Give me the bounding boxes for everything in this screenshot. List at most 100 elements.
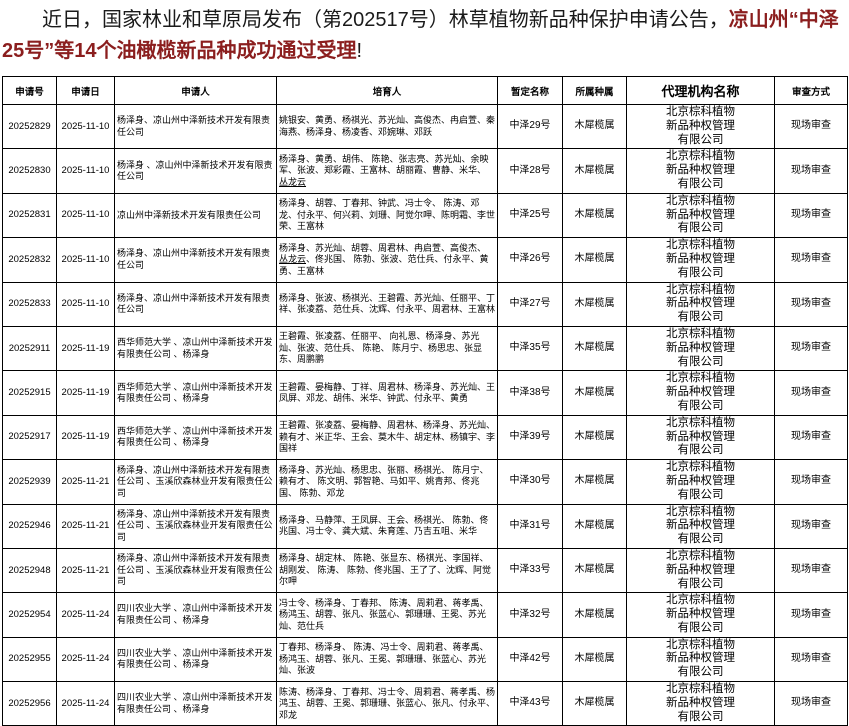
table-row: 20252954 2025-11-24 四川农业大学 、凉山州中泽新技术开发有限… (2, 592, 848, 638)
column-header-breeders: 培育人 (276, 76, 498, 105)
cell-genus: 木犀榄属 (562, 148, 627, 194)
cell-agency: 北京棕科植物 新品种权管理 有限公司 (626, 636, 775, 683)
cell-breeders: 陈涛、杨泽身、丁春邦、冯士令、周莉君、蒋孝禹、杨鸿玉、胡蓉、王冕、郭珊珊、张蓝心… (276, 681, 498, 726)
table-row: 20252829 2025-11-10 杨泽身、凉山州中泽新技术开发有限责任公司… (2, 103, 848, 150)
cell-review-method: 现场审查 (774, 503, 848, 549)
cell-provisional-name: 中泽43号 (497, 681, 563, 726)
cell-application-date: 2025-11-10 (56, 103, 115, 150)
cell-agency: 北京棕科植物 新品种权管理 有限公司 (626, 325, 775, 372)
cell-provisional-name: 中泽25号 (497, 192, 563, 239)
cell-breeders: 冯士令、杨泽身、丁春邦、 陈涛、周莉君、蒋孝禹、杨鸿玉、胡蓉、张凡、张蓝心、郭珊… (276, 592, 498, 638)
cell-genus: 木犀榄属 (562, 636, 627, 683)
cell-breeders: 丁春邦、杨泽身、 陈涛、冯士令、周莉君、蒋孝禹、杨鸿玉、胡蓉、张凡、王冕、郭珊珊… (276, 636, 498, 683)
table-row: 20252833 2025-11-10 杨泽身、凉山州中泽新技术开发有限责任公司… (2, 281, 848, 327)
cell-application-no: 20252917 (2, 414, 57, 461)
applications-table: 申请号 申请日 申请人 培育人 暂定名称 所属种属 代理机构名称 审查方式 20… (2, 76, 848, 726)
cell-applicant: 杨泽身、凉山州中泽新技术开发有限责任公司 (114, 281, 277, 327)
cell-application-date: 2025-11-19 (56, 414, 115, 461)
cell-applicant: 杨泽身、凉山州中泽新技术开发有限责任公司 、玉溪欣森林业开发有限责任公司 (114, 503, 277, 549)
cell-breeders: 王碧霞、张凌荔、任丽平、 向礼恩、杨泽身、苏光灿、张波、范仕兵、 陈艳、 陈月宁… (276, 325, 498, 372)
column-header-agency: 代理机构名称 (626, 76, 775, 105)
table-row: 20252832 2025-11-10 杨泽身、凉山州中泽新技术开发有限责任公司… (2, 237, 848, 283)
cell-applicant: 杨泽身、凉山州中泽新技术开发有限责任公司 、玉溪欣森林业开发有限责任公司 (114, 547, 277, 594)
cell-application-no: 20252915 (2, 370, 57, 416)
cell-review-method: 现场审查 (774, 547, 848, 594)
cell-provisional-name: 中泽42号 (497, 636, 563, 683)
cell-provisional-name: 中泽27号 (497, 281, 563, 327)
cell-agency: 北京棕科植物 新品种权管理 有限公司 (626, 370, 775, 416)
cell-application-date: 2025-11-21 (56, 503, 115, 549)
cell-genus: 木犀榄属 (562, 237, 627, 283)
cell-agency: 北京棕科植物 新品种权管理 有限公司 (626, 192, 775, 239)
cell-applicant: 西华师范大学 、凉山州中泽新技术开发有限责任公司 、杨泽身 (114, 370, 277, 416)
cell-agency: 北京棕科植物 新品种权管理 有限公司 (626, 237, 775, 283)
cell-applicant: 杨泽身、凉山州中泽新技术开发有限责任公司 、玉溪欣森林业开发有限责任公司 (114, 459, 277, 505)
cell-provisional-name: 中泽28号 (497, 148, 563, 194)
cell-agency: 北京棕科植物 新品种权管理 有限公司 (626, 281, 775, 327)
cell-agency: 北京棕科植物 新品种权管理 有限公司 (626, 547, 775, 594)
cell-application-date: 2025-11-24 (56, 681, 115, 726)
cell-application-date: 2025-11-24 (56, 636, 115, 683)
cell-provisional-name: 中泽29号 (497, 103, 563, 150)
table-row: 20252915 2025-11-19 西华师范大学 、凉山州中泽新技术开发有限… (2, 370, 848, 416)
column-header-application-date: 申请日 (56, 76, 115, 105)
table-row: 20252956 2025-11-24 四川农业大学 、凉山州中泽新技术开发有限… (2, 681, 848, 726)
cell-application-no: 20252832 (2, 237, 57, 283)
column-header-applicant: 申请人 (114, 76, 277, 105)
table-row: 20252946 2025-11-21 杨泽身、凉山州中泽新技术开发有限责任公司… (2, 503, 848, 549)
cell-review-method: 现场审查 (774, 281, 848, 327)
cell-applicant: 凉山州中泽新技术开发有限责任公司 (114, 192, 277, 239)
cell-breeders: 杨泽身、黄勇、胡伟、 陈艳、张志亮、苏光灿、余映军、张波、郑彩霞、王富林、胡丽霞… (276, 148, 498, 194)
cell-application-no: 20252830 (2, 148, 57, 194)
cell-genus: 木犀榄属 (562, 414, 627, 461)
lead-text-highlight: 凉山州“中泽25号”等14个油橄榄新品种成功通过受理 (2, 9, 839, 62)
cell-genus: 木犀榄属 (562, 325, 627, 372)
cell-application-no: 20252954 (2, 592, 57, 638)
column-header-genus: 所属种属 (562, 76, 627, 105)
lead-text-black: 近日，国家林业和草原局发布（第202517号）林草植物新品种保护申请公告， (42, 9, 729, 31)
cell-application-date: 2025-11-19 (56, 325, 115, 372)
cell-application-no: 20252829 (2, 103, 57, 150)
article-lead-paragraph: 近日，国家林业和草原局发布（第202517号）林草植物新品种保护申请公告，凉山州… (2, 5, 847, 67)
cell-review-method: 现场审查 (774, 414, 848, 461)
cell-applicant: 四川农业大学 、凉山州中泽新技术开发有限责任公司 、杨泽身 (114, 636, 277, 683)
cell-application-no: 20252956 (2, 681, 57, 726)
cell-review-method: 现场审查 (774, 192, 848, 239)
cell-agency: 北京棕科植物 新品种权管理 有限公司 (626, 459, 775, 505)
cell-applicant: 杨泽身 、凉山州中泽新技术开发有限责任公司 (114, 148, 277, 194)
cell-genus: 木犀榄属 (562, 503, 627, 549)
cell-genus: 木犀榄属 (562, 370, 627, 416)
cell-provisional-name: 中泽31号 (497, 503, 563, 549)
cell-agency: 北京棕科植物 新品种权管理 有限公司 (626, 681, 775, 726)
cell-application-date: 2025-11-10 (56, 237, 115, 283)
cell-application-date: 2025-11-10 (56, 192, 115, 239)
cell-genus: 木犀榄属 (562, 281, 627, 327)
cell-review-method: 现场审查 (774, 459, 848, 505)
cell-agency: 北京棕科植物 新品种权管理 有限公司 (626, 592, 775, 638)
cell-provisional-name: 中泽30号 (497, 459, 563, 505)
cell-application-date: 2025-11-19 (56, 370, 115, 416)
cell-breeders: 杨泽身、胡蓉、丁春邦、钟武、冯士令、 陈涛、邓龙、付永平、何兴莉、刘珊、阿觉尔呷… (276, 192, 498, 239)
cell-breeders: 杨泽身、胡定林、 陈艳、张显东、杨祺光、李国祥、胡刚发、 陈涛、 陈勃、佟兆国、… (276, 547, 498, 594)
cell-breeders: 杨泽身、张波、杨祺光、王碧霞、苏光灿、任丽平、丁祥、张凌荔、范仕兵、沈辉、付永平… (276, 281, 498, 327)
cell-review-method: 现场审查 (774, 636, 848, 683)
cell-application-no: 20252948 (2, 547, 57, 594)
cell-application-no: 20252911 (2, 325, 57, 372)
cell-applicant: 西华师范大学 、凉山州中泽新技术开发有限责任公司 、杨泽身 (114, 325, 277, 372)
cell-genus: 木犀榄属 (562, 192, 627, 239)
cell-review-method: 现场审查 (774, 592, 848, 638)
cell-application-date: 2025-11-21 (56, 459, 115, 505)
cell-review-method: 现场审查 (774, 148, 848, 194)
cell-applicant: 四川农业大学 、凉山州中泽新技术开发有限责任公司 、杨泽身 (114, 681, 277, 726)
cell-review-method: 现场审查 (774, 325, 848, 372)
table-row: 20252911 2025-11-19 西华师范大学 、凉山州中泽新技术开发有限… (2, 325, 848, 372)
cell-review-method: 现场审查 (774, 237, 848, 283)
table-row: 20252939 2025-11-21 杨泽身、凉山州中泽新技术开发有限责任公司… (2, 459, 848, 505)
cell-genus: 木犀榄属 (562, 103, 627, 150)
cell-application-date: 2025-11-24 (56, 592, 115, 638)
cell-application-no: 20252833 (2, 281, 57, 327)
cell-agency: 北京棕科植物 新品种权管理 有限公司 (626, 414, 775, 461)
column-header-review-method: 审查方式 (774, 76, 848, 105)
table-row: 20252955 2025-11-24 四川农业大学 、凉山州中泽新技术开发有限… (2, 636, 848, 683)
cell-provisional-name: 中泽32号 (497, 592, 563, 638)
